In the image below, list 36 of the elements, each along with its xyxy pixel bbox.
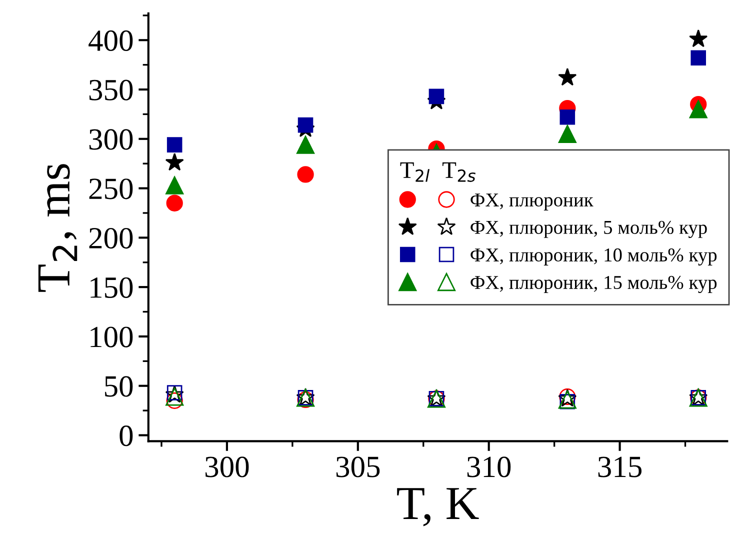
- y-axis-title: T$_{2}$, ms: [38, 164, 78, 292]
- legend-label: ФХ, плюроник, 10 моль% кур: [470, 248, 717, 266]
- x-tick-label: 300: [206, 456, 249, 478]
- y-tick-label: 250: [89, 178, 133, 200]
- x-axis-title: T, K: [397, 488, 479, 526]
- point: [166, 194, 183, 212]
- point: [297, 166, 314, 183]
- point: [165, 152, 184, 171]
- point: [558, 124, 576, 143]
- point: [166, 388, 184, 406]
- point: [296, 136, 315, 154]
- legend-label: ФХ, плюроник, 15 моль% кур: [470, 276, 717, 294]
- point: [689, 29, 708, 48]
- x-tick-label: 315: [598, 456, 642, 478]
- point: [428, 88, 444, 104]
- y-tick-label: 0: [120, 426, 133, 446]
- legend-title: T$_{2l}$ T$_{2s}$: [400, 162, 476, 182]
- y-tick-label: 200: [89, 228, 133, 249]
- legend-label: ФХ, плюроник: [470, 194, 594, 210]
- point: [166, 392, 183, 409]
- y-tick-label: 100: [90, 326, 133, 348]
- y-tick-label: 350: [89, 80, 133, 100]
- point: [166, 176, 184, 194]
- point: [689, 100, 708, 118]
- y-tick-label: 300: [89, 129, 133, 150]
- y-tick-label: 50: [105, 376, 133, 397]
- y-tick-label: 400: [88, 30, 133, 52]
- y-tick-label: 150: [90, 277, 133, 298]
- legend-label: ФХ, плюроник, 5 моль% кур: [470, 220, 707, 238]
- x-tick-label: 305: [336, 456, 380, 478]
- point: [166, 137, 182, 152]
- point: [298, 117, 314, 133]
- point: [560, 110, 576, 125]
- point: [558, 68, 577, 86]
- x-tick-label: 310: [467, 456, 511, 478]
- point: [690, 50, 706, 66]
